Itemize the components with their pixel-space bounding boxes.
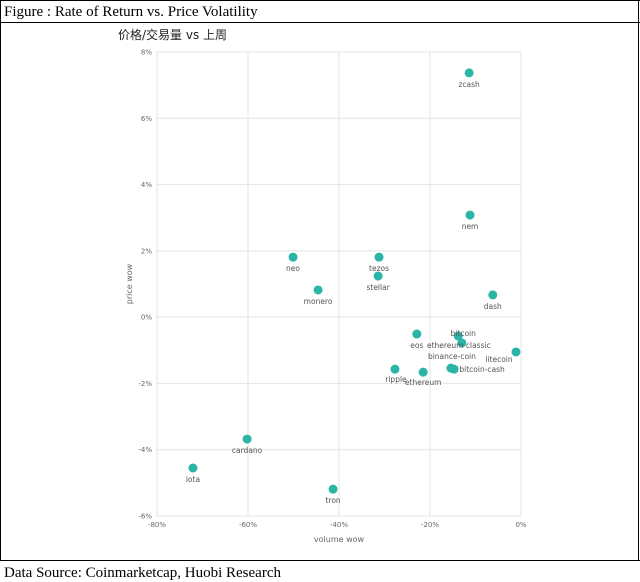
point-label: zcash [458,80,480,89]
y-tick-label: 8% [141,49,152,57]
x-tick-label: -40% [330,521,348,529]
y-tick-label: 6% [141,115,152,123]
point [488,290,498,300]
point-label: cardano [232,446,263,455]
point [418,367,428,377]
point [464,68,474,78]
point-label: iota [186,475,200,484]
point [373,271,383,281]
point [188,463,198,473]
x-tick-label: 0% [515,521,526,529]
chart-title: 价格/交易量 vs 上周 [118,27,227,42]
y-tick-label: 0% [141,314,152,322]
x-axis-label: volume wow [314,535,365,544]
point-label: monero [304,297,333,306]
point-label: stellar [366,283,390,292]
point-label: ethereum classic [427,341,491,350]
point [511,347,521,357]
point [313,285,323,295]
x-tick-label: -60% [239,521,257,529]
point [390,364,400,374]
y-tick-label: 2% [141,247,152,255]
y-tick-label: 4% [141,181,152,189]
y-tick-label: -4% [138,446,152,454]
y-tick-label: -2% [138,380,152,388]
point-label: nem [462,222,479,231]
point-label: tron [325,496,340,505]
point [328,484,338,494]
point-label: ripple [385,375,407,384]
point [374,252,384,262]
point-label: litecoin [485,355,513,364]
point-label: ethereum [405,378,442,387]
figure-title: Figure : Rate of Return vs. Price Volati… [4,4,258,20]
point [412,329,422,339]
point-label: tezos [369,264,389,273]
point [457,338,467,348]
point-label: bitcoin [451,329,477,338]
point [453,331,463,341]
x-tick-label: -20% [421,521,439,529]
source: Data Source: Coinmarketcap, Huobi Resear… [4,565,281,581]
point [288,252,298,262]
x-tick-label: -80% [148,521,166,529]
point-label: bitcoin-cash [459,365,505,374]
y-axis-label: price wow [125,263,134,304]
point [465,210,475,220]
point-label: dash [484,302,502,311]
point-label: binance-coin [428,352,476,361]
point-label: neo [286,264,300,273]
point [449,364,459,374]
point-label: eos [410,341,423,350]
point [242,434,252,444]
y-tick-label: -6% [138,513,152,521]
